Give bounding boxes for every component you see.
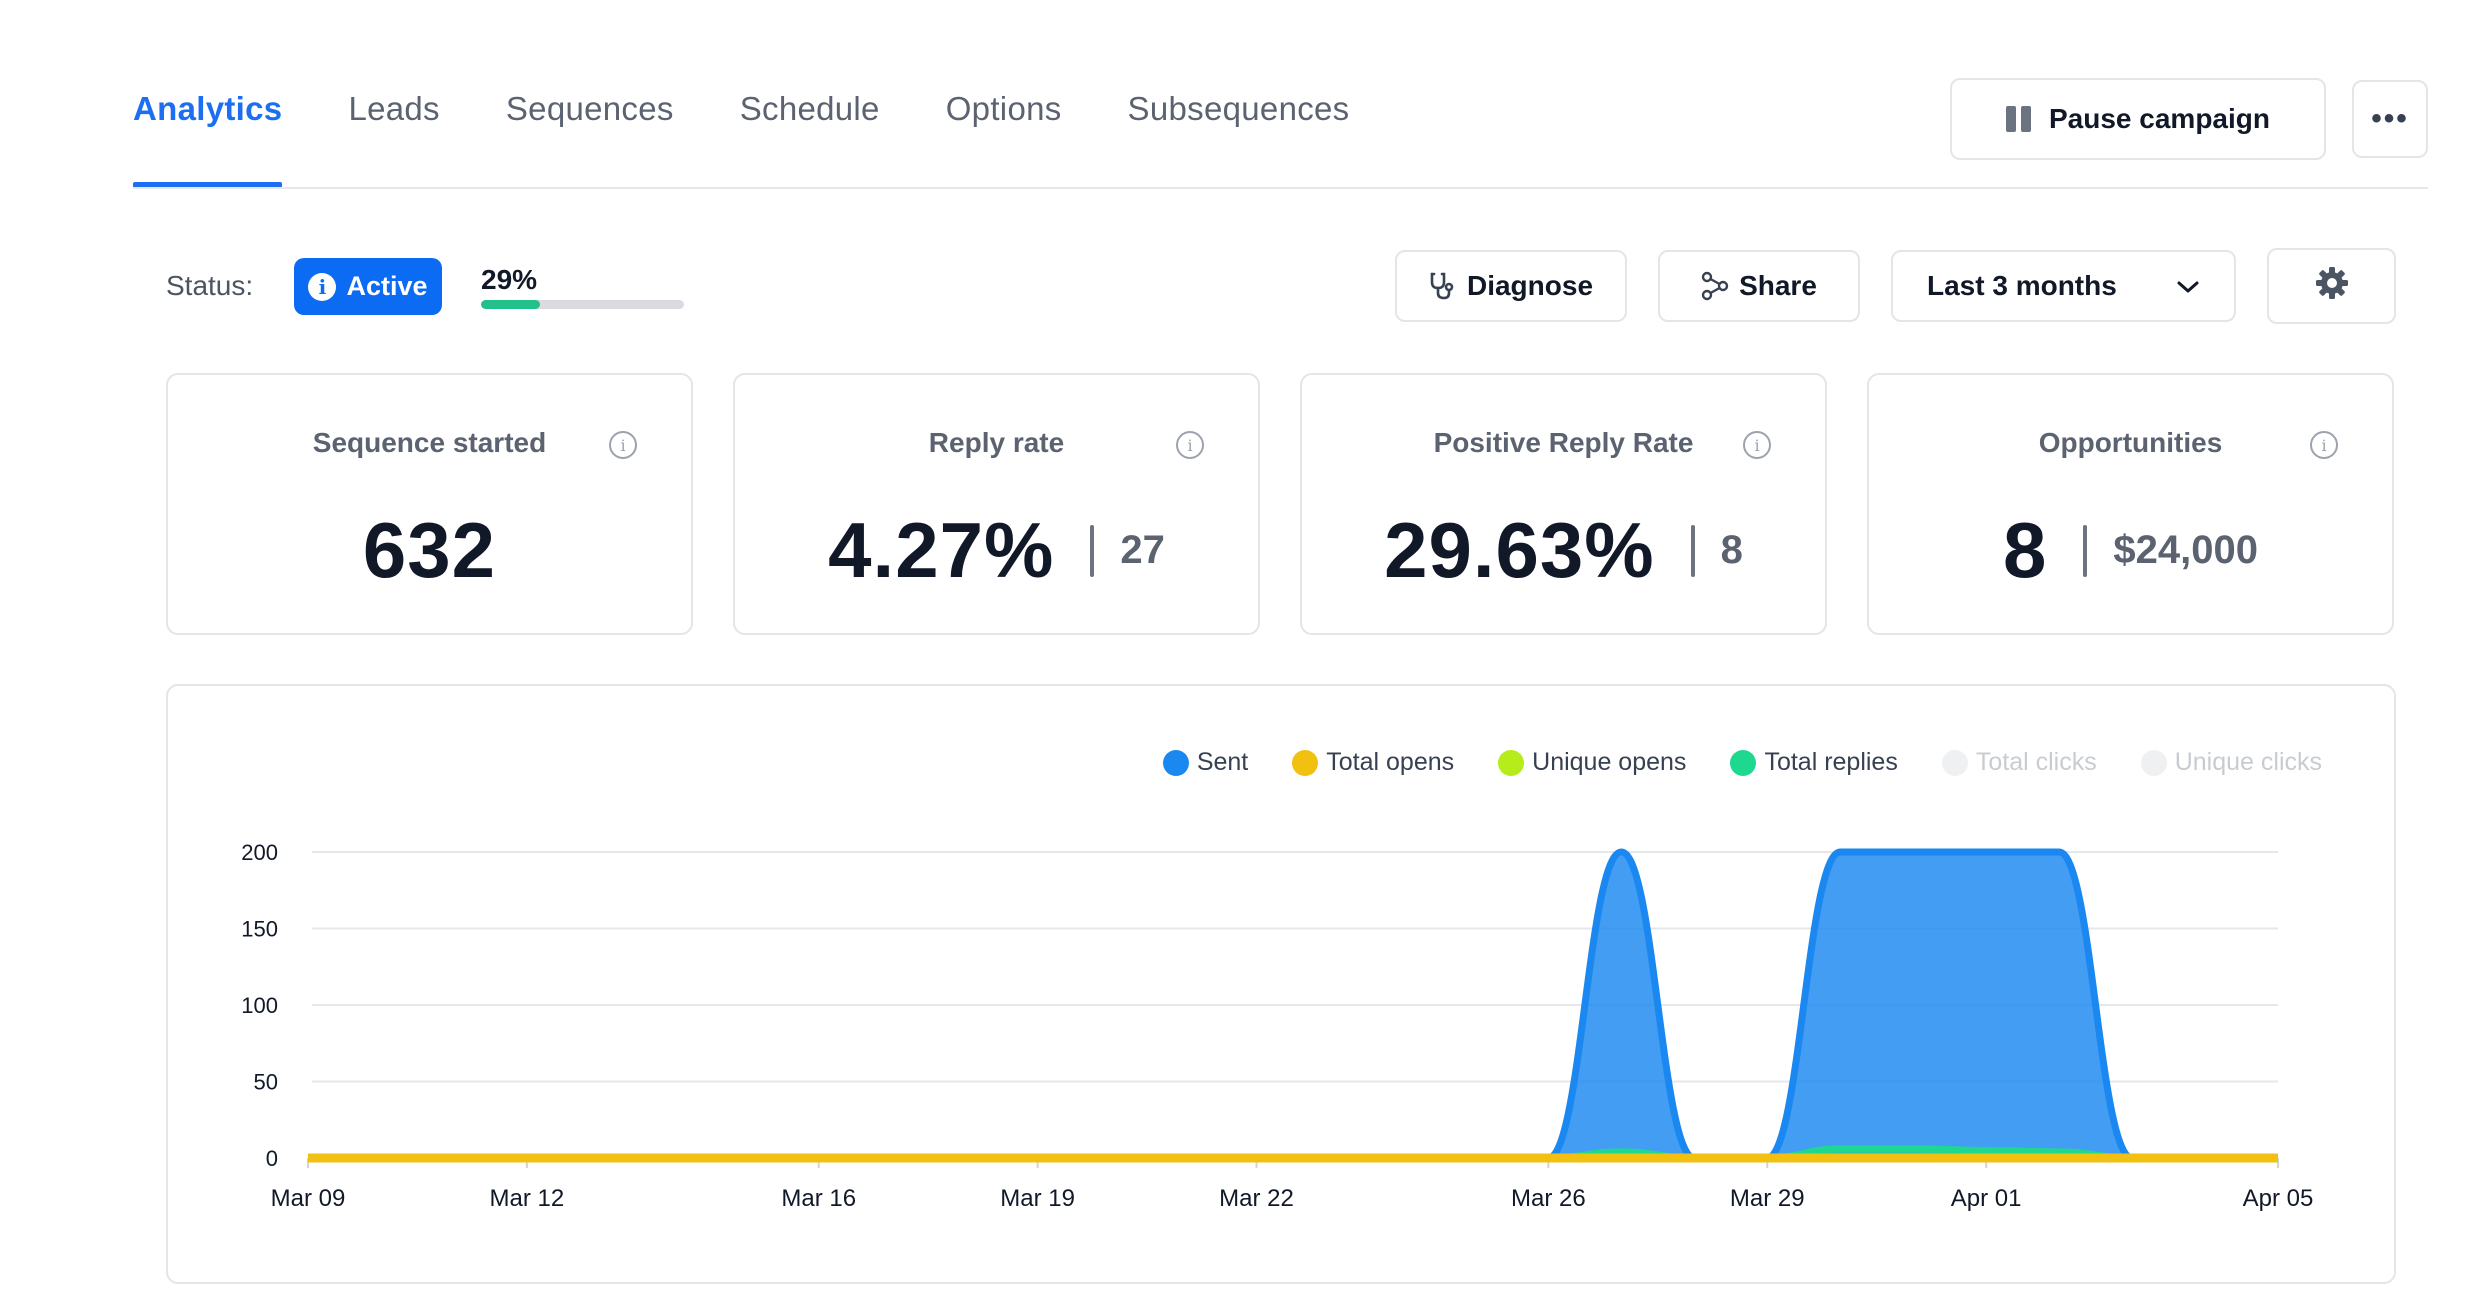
sequence-started-value: 632 — [362, 506, 497, 594]
legend-dot — [1162, 749, 1189, 776]
pause-campaign-button[interactable]: Pause campaign — [1950, 78, 2326, 160]
y-tick-label: 200 — [241, 840, 278, 865]
opportunities-value: 8 — [2003, 506, 2048, 594]
tab-bar: Analytics Leads Sequences Schedule Optio… — [133, 88, 1415, 188]
legend-dot — [1292, 749, 1319, 776]
opportunities-amount: $24,000 — [2113, 528, 2258, 572]
y-tick-label: 150 — [241, 917, 278, 942]
x-tick-label: Mar 26 — [1511, 1185, 1586, 1212]
legend-dot — [1498, 749, 1525, 776]
share-icon — [1701, 271, 1729, 301]
card-title: Sequence started — [312, 427, 547, 458]
pause-campaign-label: Pause campaign — [2049, 103, 2270, 134]
legend-item-total-opens[interactable]: Total opens — [1292, 748, 1454, 777]
share-label: Share — [1739, 270, 1817, 301]
chart-legend: Sent Total opens Unique opens Total replies… — [1119, 748, 2322, 777]
series-area-sent — [308, 852, 2278, 1158]
status-label: Status: — [166, 270, 254, 301]
y-tick-label: 50 — [254, 1070, 278, 1095]
chart-card: Sent Total opens Unique opens Total replies… — [166, 684, 2396, 1284]
positive-reply-rate-value: 29.63% — [1384, 506, 1655, 594]
card-title: Reply rate — [928, 427, 1065, 458]
diagnose-button[interactable]: Diagnose — [1395, 250, 1627, 322]
chevron-down-icon — [2176, 270, 2200, 302]
legend-item-unique-clicks[interactable]: Unique clicks — [2140, 748, 2322, 777]
status-badge: i Active — [294, 258, 442, 315]
pause-icon — [2006, 106, 2031, 132]
legend-label: Sent — [1196, 748, 1249, 776]
x-tick-label: Mar 19 — [1000, 1185, 1075, 1212]
tab-leads[interactable]: Leads — [348, 90, 440, 127]
legend-dot — [2140, 749, 2167, 776]
progress-bar — [481, 300, 684, 309]
legend-item-total-replies[interactable]: Total replies — [1730, 748, 1898, 777]
divider — [1690, 524, 1695, 577]
reply-rate-value: 4.27% — [828, 506, 1055, 594]
legend-label: Unique clicks — [2174, 748, 2322, 776]
stethoscope-icon — [1429, 271, 1457, 301]
diagnose-label: Diagnose — [1466, 270, 1594, 301]
sequence-started-card: Sequence started i 632 — [166, 373, 693, 635]
y-tick-label: 100 — [241, 993, 278, 1018]
divider — [2083, 524, 2088, 577]
positive-reply-rate-card: Positive Reply Rate i 29.63% 8 — [1300, 373, 1827, 635]
more-options-button[interactable]: ••• — [2352, 80, 2428, 158]
tab-schedule[interactable]: Schedule — [739, 90, 880, 127]
legend-label: Unique opens — [1532, 748, 1687, 776]
legend-item-sent[interactable]: Sent — [1162, 748, 1249, 777]
divider — [1090, 524, 1095, 577]
x-tick-label: Mar 12 — [490, 1185, 565, 1212]
x-tick-label: Mar 22 — [1219, 1185, 1294, 1212]
reply-rate-card: Reply rate i 4.27% 27 — [733, 373, 1260, 635]
date-range-label: Last 3 months — [1927, 270, 2117, 301]
reply-count: 27 — [1120, 528, 1165, 572]
info-icon[interactable]: i — [609, 431, 637, 459]
card-title: Opportunities — [2038, 427, 2223, 458]
legend-item-total-clicks[interactable]: Total clicks — [1941, 748, 2097, 777]
tab-analytics[interactable]: Analytics — [133, 88, 283, 188]
tab-options[interactable]: Options — [945, 90, 1062, 127]
legend-label: Total opens — [1326, 748, 1455, 776]
date-range-select[interactable]: Last 3 months — [1891, 250, 2236, 322]
info-icon[interactable]: i — [1176, 431, 1204, 459]
more-icon: ••• — [2371, 102, 2409, 135]
opportunities-card: Opportunities i 8 $24,000 — [1867, 373, 2394, 635]
progress-bar-fill — [481, 300, 540, 309]
x-tick-label: Mar 29 — [1730, 1185, 1805, 1212]
x-tick-label: Apr 01 — [1951, 1185, 2022, 1212]
legend-label: Total replies — [1764, 748, 1898, 776]
tab-sequences[interactable]: Sequences — [505, 90, 674, 127]
area-chart: 0 50 100 150 200 Mar 09 Mar 12 Mar 16 Mar 19 Mar … — [241, 840, 2314, 1212]
y-tick-label: 0 — [266, 1146, 278, 1171]
legend-item-unique-opens[interactable]: Unique opens — [1498, 748, 1686, 777]
info-icon: i — [308, 272, 337, 301]
status-badge-label: Active — [346, 271, 428, 301]
tabs-divider — [133, 187, 2428, 189]
positive-reply-count: 8 — [1720, 528, 1743, 572]
legend-label: Total clicks — [1975, 748, 2097, 776]
progress-percent: 29% — [481, 264, 538, 295]
legend-dot — [1730, 749, 1757, 776]
info-icon[interactable]: i — [2310, 431, 2338, 459]
x-tick-label: Mar 09 — [271, 1185, 346, 1212]
info-icon[interactable]: i — [1743, 431, 1771, 459]
tab-subsequences[interactable]: Subsequences — [1127, 90, 1350, 127]
x-tick-label: Apr 05 — [2243, 1185, 2314, 1212]
legend-dot — [1941, 749, 1968, 776]
settings-button[interactable] — [2267, 248, 2396, 324]
share-button[interactable]: Share — [1658, 250, 1860, 322]
card-title: Positive Reply Rate — [1433, 427, 1694, 458]
x-tick-label: Mar 16 — [781, 1185, 856, 1212]
gear-icon — [2314, 265, 2350, 308]
